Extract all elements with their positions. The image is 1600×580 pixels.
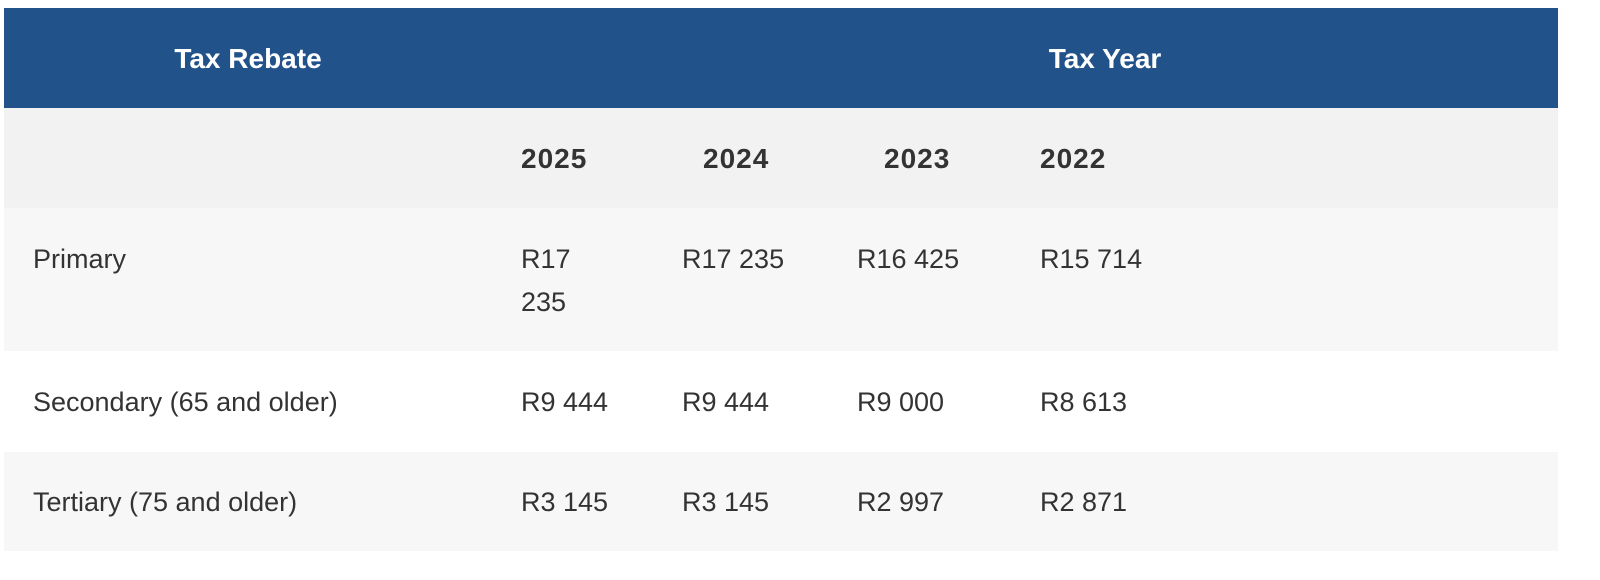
value-cell: R3 145	[682, 487, 770, 517]
value-cell: R17 235	[521, 244, 571, 317]
value-cell: R8 613	[1040, 387, 1128, 417]
value-cell: R17 235	[682, 244, 785, 274]
value-cell: R16 425	[857, 244, 960, 274]
year-header: 2022	[1040, 143, 1107, 174]
value-cell: R9 000	[857, 387, 945, 417]
year-row	[4, 108, 1558, 208]
table-row	[4, 452, 1558, 551]
year-header: 2024	[703, 143, 770, 174]
value-cell: R15 714	[1040, 244, 1143, 274]
table-row	[4, 208, 1558, 351]
table-row	[4, 351, 1558, 452]
value-cell: R9 444	[521, 387, 609, 417]
year-header: 2023	[884, 143, 951, 174]
header-cell: Tax Rebate	[174, 43, 322, 74]
row-label: Primary	[33, 244, 126, 274]
value-cell: R2 997	[857, 487, 945, 517]
value-cell: R2 871	[1040, 487, 1128, 517]
value-cell: R9 444	[682, 387, 770, 417]
row-label: Secondary (65 and older)	[33, 387, 338, 417]
header-row	[4, 8, 1558, 108]
row-label: Tertiary (75 and older)	[33, 487, 298, 517]
year-header: 2025	[521, 143, 588, 174]
header-cell: Tax Year	[1048, 43, 1162, 74]
value-cell: R3 145	[521, 487, 609, 517]
